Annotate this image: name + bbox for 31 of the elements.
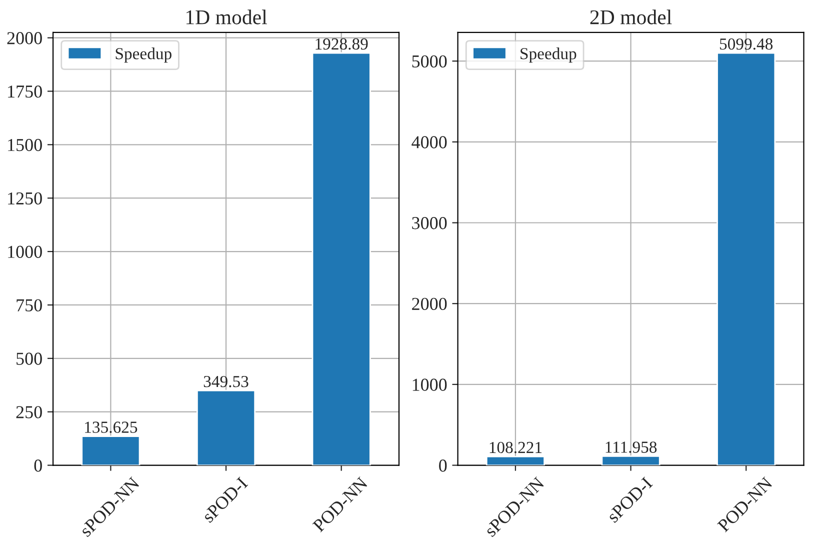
- y-tick-label: 4000: [412, 136, 447, 148]
- bar: [81, 436, 140, 466]
- y-tick-label: 1250: [8, 192, 42, 205]
- data-label: 108.221: [490, 442, 542, 454]
- bar: [716, 52, 776, 466]
- bar: [486, 456, 545, 466]
- legend-label: Speedup: [520, 48, 576, 63]
- data-label: 135.625: [85, 422, 138, 433]
- bar: [196, 390, 256, 466]
- y-tick-label: 1750: [8, 85, 42, 98]
- data-label: 5099.48: [720, 38, 773, 50]
- bar: [601, 456, 660, 466]
- y-tick-label: 1000: [8, 246, 42, 258]
- y-tick-label: 5000: [412, 55, 447, 68]
- y-tick-label: 1000: [412, 378, 447, 391]
- data-label: 1928.89: [316, 38, 368, 50]
- y-tick-label: 0: [439, 460, 447, 472]
- y-tick-label: 0: [34, 460, 42, 472]
- y-tick-label: 1500: [8, 138, 42, 152]
- chart-title: 1D model: [186, 10, 267, 24]
- y-tick-label: 2000: [7, 32, 42, 44]
- data-label: 349.53: [204, 376, 248, 388]
- data-label: 111.958: [606, 442, 657, 453]
- legend-label: Speedup: [116, 48, 172, 63]
- bar: [312, 52, 371, 466]
- y-tick-label: 500: [16, 352, 42, 365]
- y-tick-label: 250: [16, 406, 42, 418]
- y-tick-label: 3000: [412, 217, 447, 230]
- y-tick-label: 750: [16, 299, 42, 312]
- chart-title: 2D model: [590, 10, 672, 24]
- y-tick-label: 2000: [412, 298, 447, 310]
